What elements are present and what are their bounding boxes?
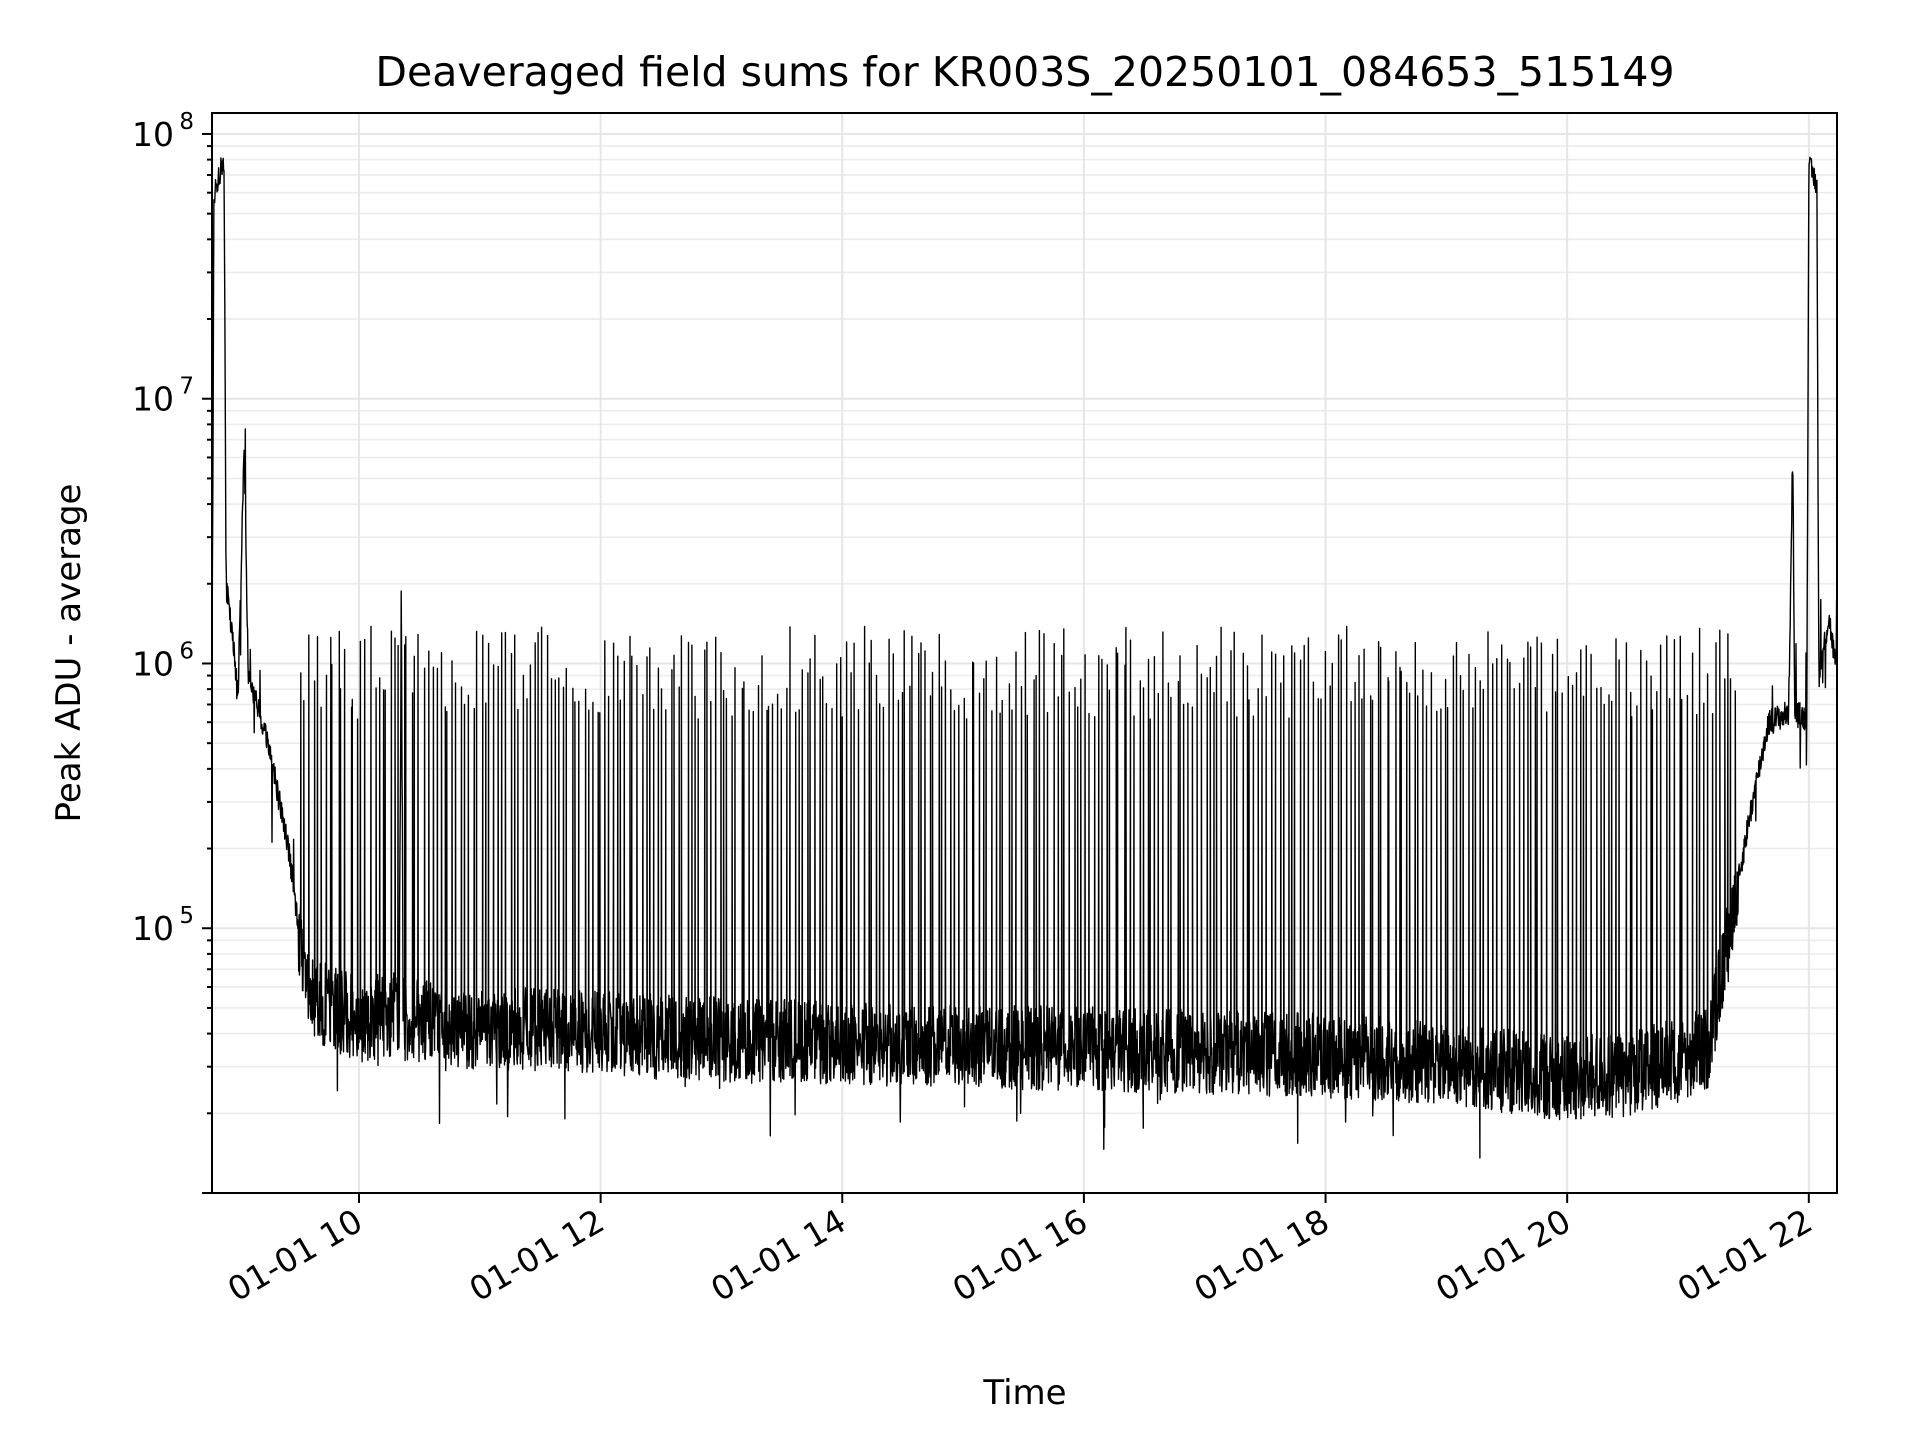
y-tick-label-exponent: 8 (179, 109, 194, 135)
y-tick-label: 10 (132, 380, 174, 419)
y-tick-label-exponent: 7 (179, 374, 194, 400)
y-tick-label-exponent: 6 (179, 638, 194, 664)
axes-frame (211, 112, 1838, 1194)
x-axis-label: Time (982, 1373, 1066, 1413)
plot-area (211, 156, 1838, 1159)
series-line (211, 156, 1838, 1159)
y-axis-label: Peak ADU - average (49, 484, 89, 823)
y-tick-label: 10 (132, 115, 174, 154)
y-tick-label-exponent: 5 (179, 903, 194, 929)
y-tick-label: 10 (132, 909, 174, 948)
chart-title: Deaveraged field sums for KR003S_2025010… (375, 48, 1674, 96)
y-tick-label: 10 (132, 644, 174, 683)
